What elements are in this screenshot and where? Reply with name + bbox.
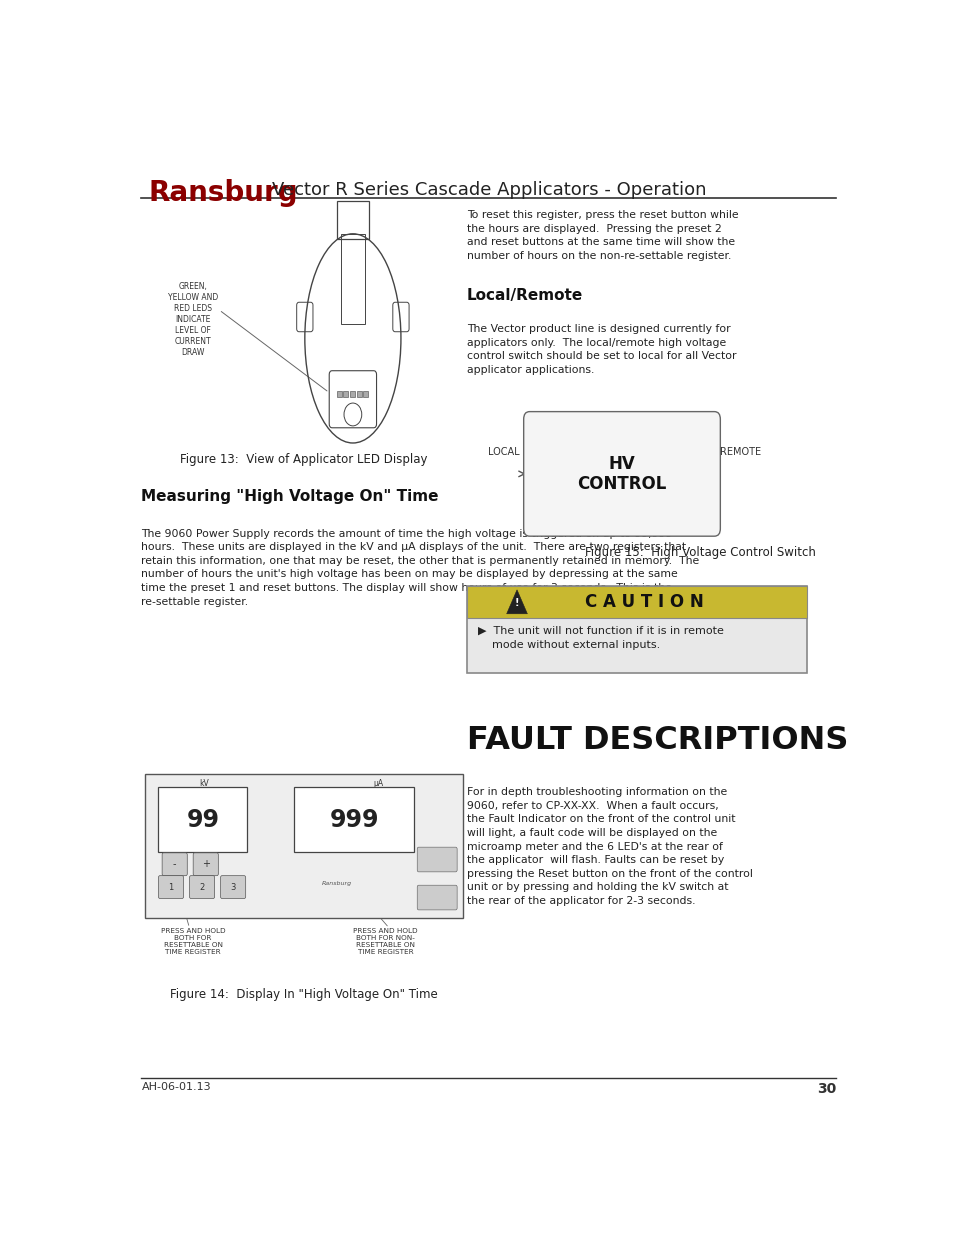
Text: !: !: [515, 598, 518, 608]
Text: 30: 30: [817, 1082, 836, 1095]
Text: For in depth troubleshooting information on the
9060, refer to CP-XX-XX.  When a: For in depth troubleshooting information…: [466, 787, 752, 906]
FancyBboxPatch shape: [363, 390, 368, 398]
Polygon shape: [506, 590, 527, 614]
Text: HV
CONTROL: HV CONTROL: [577, 456, 666, 493]
FancyBboxPatch shape: [190, 876, 214, 899]
Text: LOCAL: LOCAL: [487, 447, 519, 457]
FancyBboxPatch shape: [356, 390, 361, 398]
Text: Local/Remote: Local/Remote: [466, 288, 582, 303]
Text: Figure 14:  Display In "High Voltage On" Time: Figure 14: Display In "High Voltage On" …: [170, 988, 437, 1000]
Text: The Vector product line is designed currently for
applicators only.  The local/r: The Vector product line is designed curr…: [466, 324, 736, 375]
Text: Ransburg: Ransburg: [322, 881, 352, 885]
Text: μA: μA: [373, 779, 383, 788]
FancyBboxPatch shape: [466, 585, 806, 673]
Text: PRESS AND HOLD
BOTH FOR
RESETTABLE ON
TIME REGISTER: PRESS AND HOLD BOTH FOR RESETTABLE ON TI…: [161, 927, 225, 955]
Text: +: +: [201, 860, 210, 869]
FancyBboxPatch shape: [343, 390, 348, 398]
FancyBboxPatch shape: [157, 787, 247, 852]
FancyBboxPatch shape: [193, 853, 218, 876]
Text: Figure 13:  View of Applicator LED Display: Figure 13: View of Applicator LED Displa…: [180, 452, 427, 466]
FancyBboxPatch shape: [294, 787, 413, 852]
FancyBboxPatch shape: [350, 390, 355, 398]
Text: 1: 1: [168, 883, 173, 892]
Text: GREEN,
YELLOW AND
RED LEDS
INDICATE
LEVEL OF
CURRENT
DRAW: GREEN, YELLOW AND RED LEDS INDICATE LEVE…: [168, 282, 218, 357]
Text: Figure 15:  High Voltage Control Switch: Figure 15: High Voltage Control Switch: [584, 546, 815, 558]
Text: FAULT DESCRIPTIONS: FAULT DESCRIPTIONS: [466, 725, 847, 756]
Text: PRESS AND HOLD
BOTH FOR NON-
RESETTABLE ON
TIME REGISTER: PRESS AND HOLD BOTH FOR NON- RESETTABLE …: [353, 927, 417, 955]
Text: Vector R Series Cascade Applicators - Operation: Vector R Series Cascade Applicators - Op…: [272, 180, 705, 199]
Text: Measuring "High Voltage On" Time: Measuring "High Voltage On" Time: [141, 489, 438, 504]
Text: To reset this register, press the reset button while
the hours are displayed.  P: To reset this register, press the reset …: [466, 210, 738, 261]
Text: 3: 3: [231, 883, 235, 892]
FancyBboxPatch shape: [416, 885, 456, 910]
FancyBboxPatch shape: [416, 847, 456, 872]
FancyBboxPatch shape: [158, 876, 183, 899]
FancyBboxPatch shape: [162, 853, 187, 876]
Text: 99: 99: [186, 808, 219, 831]
Text: The 9060 Power Supply records the amount of time the high voltage is triggered o: The 9060 Power Supply records the amount…: [141, 529, 699, 606]
Text: ▶  The unit will not function if it is in remote
    mode without external input: ▶ The unit will not function if it is in…: [477, 626, 723, 650]
FancyBboxPatch shape: [523, 411, 720, 536]
FancyBboxPatch shape: [145, 774, 462, 919]
Text: C A U T I O N: C A U T I O N: [584, 593, 702, 611]
Text: -: -: [172, 860, 176, 869]
Text: 999: 999: [330, 808, 378, 831]
Text: Ransburg: Ransburg: [149, 179, 298, 206]
FancyBboxPatch shape: [466, 585, 806, 618]
Text: kV: kV: [199, 779, 209, 788]
FancyBboxPatch shape: [220, 876, 246, 899]
Text: AH-06-01.13: AH-06-01.13: [141, 1082, 211, 1092]
Text: 2: 2: [199, 883, 205, 892]
Text: REMOTE: REMOTE: [719, 447, 760, 457]
FancyBboxPatch shape: [329, 370, 376, 427]
FancyBboxPatch shape: [336, 390, 341, 398]
